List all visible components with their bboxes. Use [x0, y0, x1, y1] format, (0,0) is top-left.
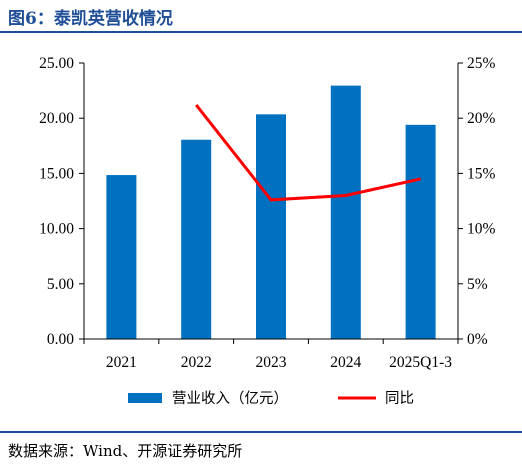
bar — [405, 124, 436, 339]
chart-title: 图6：泰凯英营收情况 — [8, 9, 173, 29]
y-tick-label-left: 20.00 — [39, 110, 74, 127]
bar — [106, 175, 137, 339]
y-tick-label-right: 15% — [467, 165, 496, 182]
x-tick-label: 2023 — [256, 354, 287, 371]
title-divider — [0, 31, 522, 33]
legend-label-bar: 营业收入（亿元） — [172, 390, 288, 407]
bar — [330, 85, 361, 339]
y-tick-label-right: 0% — [467, 331, 488, 348]
y-tick-label-left: 5.00 — [47, 276, 74, 293]
source-note: 数据来源：Wind、开源证券研究所 — [8, 442, 243, 460]
y-tick-label-right: 10% — [467, 221, 496, 238]
bar — [181, 139, 212, 339]
source-divider — [0, 431, 522, 433]
y-tick-label-left: 10.00 — [39, 221, 74, 238]
x-tick-label: 2025Q1-3 — [389, 354, 452, 371]
legend-swatch-bar — [128, 393, 162, 403]
bar — [256, 114, 286, 339]
y-tick-label-left: 15.00 — [39, 165, 74, 182]
y-tick-label-right: 5% — [467, 276, 488, 293]
legend-label-line: 同比 — [385, 390, 414, 407]
y-tick-label-right: 25% — [467, 55, 496, 72]
chart-area: 0.00 5.00 10.00 15.00 20.00 25.00 0% 5% 10% 15% 20… — [39, 55, 496, 407]
y-tick-label-left: 0.00 — [47, 331, 74, 348]
x-tick-label: 2022 — [181, 354, 212, 371]
y-tick-label-right: 20% — [467, 110, 496, 127]
x-tick-label: 2024 — [330, 354, 361, 371]
x-tick-label: 2021 — [106, 354, 137, 371]
y-tick-label-left: 25.00 — [39, 55, 74, 72]
line-series-yoy — [195, 104, 421, 202]
